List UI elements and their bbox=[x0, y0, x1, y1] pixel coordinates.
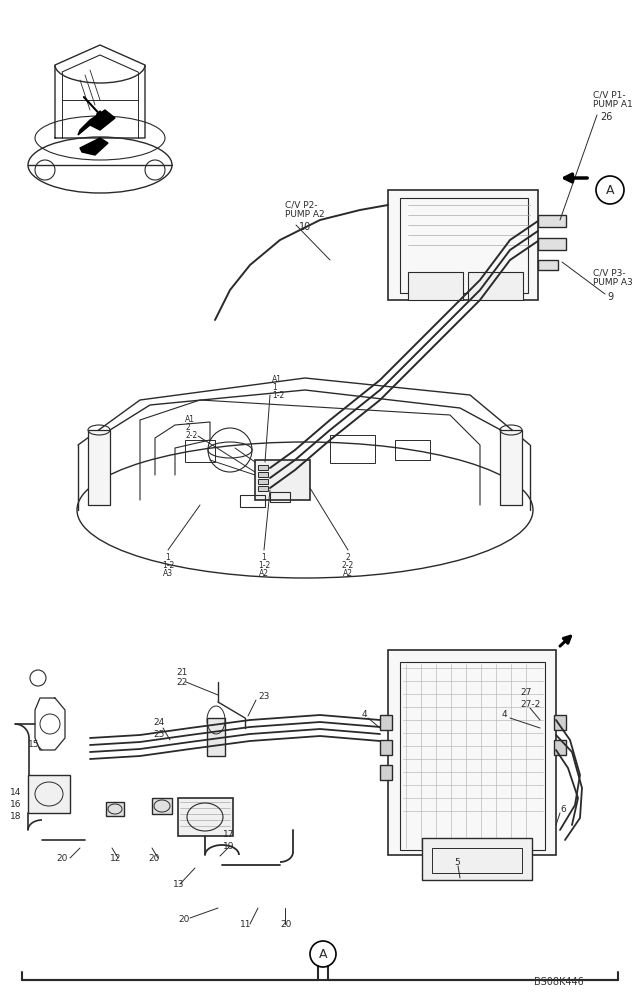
Bar bbox=[258, 479, 268, 484]
Text: 4: 4 bbox=[502, 710, 508, 719]
Bar bbox=[422, 838, 532, 880]
Text: C/V P2-: C/V P2- bbox=[285, 200, 317, 209]
Text: 9: 9 bbox=[607, 292, 613, 302]
Text: 1: 1 bbox=[166, 553, 170, 562]
Text: 21: 21 bbox=[176, 668, 188, 677]
Text: A2: A2 bbox=[343, 569, 353, 578]
Text: 26: 26 bbox=[600, 112, 612, 122]
Text: 2-2: 2-2 bbox=[185, 431, 197, 440]
Text: 20: 20 bbox=[56, 854, 67, 863]
Text: 16: 16 bbox=[10, 800, 22, 809]
Text: 17: 17 bbox=[223, 830, 234, 839]
Text: 23: 23 bbox=[258, 692, 269, 701]
Text: 2-2: 2-2 bbox=[342, 561, 354, 570]
Text: A1: A1 bbox=[272, 375, 282, 384]
Bar bbox=[500, 430, 522, 505]
Bar bbox=[400, 662, 545, 850]
Bar bbox=[207, 718, 225, 756]
Text: 2: 2 bbox=[346, 553, 350, 562]
Text: 24: 24 bbox=[153, 718, 164, 727]
Text: 1-2: 1-2 bbox=[258, 561, 270, 570]
Text: PUMP A2: PUMP A2 bbox=[285, 210, 324, 219]
Text: 20: 20 bbox=[178, 915, 189, 924]
Bar bbox=[554, 715, 566, 730]
Text: 20: 20 bbox=[280, 920, 291, 929]
Text: 19: 19 bbox=[223, 842, 234, 851]
Bar bbox=[255, 460, 310, 500]
Text: A2: A2 bbox=[259, 569, 269, 578]
Text: A: A bbox=[605, 184, 614, 196]
Bar bbox=[432, 848, 522, 873]
Text: 1-2: 1-2 bbox=[162, 561, 174, 570]
Text: 5: 5 bbox=[454, 858, 460, 867]
Text: C/V P1-: C/V P1- bbox=[593, 90, 626, 99]
Bar bbox=[88, 430, 110, 505]
Text: 1: 1 bbox=[262, 553, 266, 562]
Bar bbox=[330, 435, 375, 463]
Text: 27: 27 bbox=[520, 688, 531, 697]
Bar bbox=[152, 798, 172, 814]
Text: 13: 13 bbox=[173, 880, 184, 889]
Polygon shape bbox=[78, 110, 115, 135]
Bar bbox=[388, 190, 538, 300]
Text: 25: 25 bbox=[153, 730, 164, 739]
Bar bbox=[28, 775, 70, 813]
Bar bbox=[380, 715, 392, 730]
Bar bbox=[468, 272, 523, 300]
Text: A: A bbox=[319, 948, 327, 960]
Text: C/V P3-: C/V P3- bbox=[593, 268, 626, 277]
Bar bbox=[178, 798, 233, 836]
Text: A1: A1 bbox=[185, 415, 195, 424]
Text: 1-2: 1-2 bbox=[272, 391, 284, 400]
Text: 22: 22 bbox=[176, 678, 188, 687]
Bar bbox=[554, 740, 566, 755]
Text: PUMP A1: PUMP A1 bbox=[593, 100, 633, 109]
Bar bbox=[258, 486, 268, 491]
Bar bbox=[380, 740, 392, 755]
Text: 1: 1 bbox=[272, 383, 276, 392]
Bar bbox=[538, 238, 566, 250]
Text: 27-2: 27-2 bbox=[520, 700, 540, 709]
Bar bbox=[538, 260, 558, 270]
Text: 12: 12 bbox=[110, 854, 122, 863]
Bar bbox=[258, 465, 268, 470]
Text: 4: 4 bbox=[362, 710, 367, 719]
Bar bbox=[400, 198, 528, 293]
Text: 11: 11 bbox=[240, 920, 252, 929]
Text: A3: A3 bbox=[163, 569, 173, 578]
Text: 2: 2 bbox=[185, 423, 189, 432]
Text: 20: 20 bbox=[148, 854, 159, 863]
Bar bbox=[106, 802, 124, 816]
Bar bbox=[380, 765, 392, 780]
Bar bbox=[408, 272, 463, 300]
Bar bbox=[240, 495, 265, 507]
Bar bbox=[395, 440, 430, 460]
Text: 18: 18 bbox=[10, 812, 22, 821]
Text: 10: 10 bbox=[299, 222, 311, 232]
Bar bbox=[258, 472, 268, 477]
Text: 6: 6 bbox=[560, 805, 566, 814]
Text: BS08K446: BS08K446 bbox=[534, 977, 584, 987]
Bar bbox=[538, 215, 566, 227]
Bar bbox=[185, 440, 215, 462]
Text: 15: 15 bbox=[28, 740, 40, 749]
Bar bbox=[270, 492, 290, 502]
Text: 14: 14 bbox=[10, 788, 21, 797]
Bar bbox=[388, 650, 556, 855]
Polygon shape bbox=[80, 138, 108, 155]
Text: PUMP A3: PUMP A3 bbox=[593, 278, 633, 287]
